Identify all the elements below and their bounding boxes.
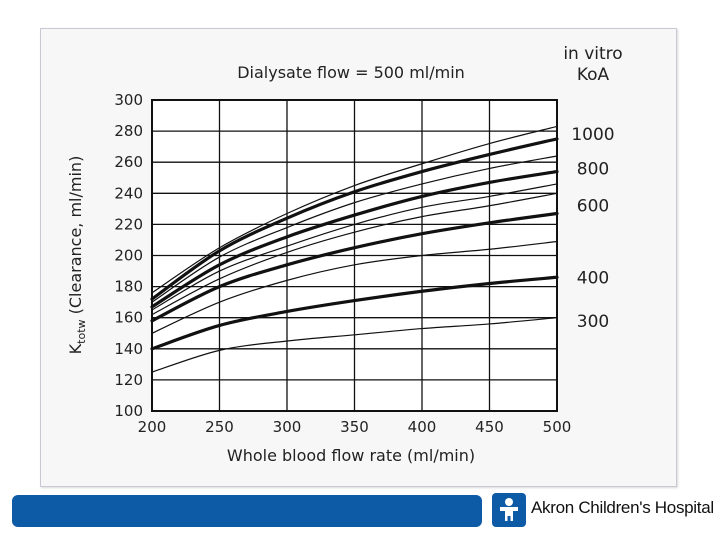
y-tick-label: 160	[114, 309, 143, 327]
clearance-chart: 200 250 300 350 400 450 500 100 120 140 160 180 200 2…	[66, 44, 623, 465]
y-tick-label: 260	[114, 153, 143, 171]
series-line-koa-600	[150, 211, 559, 323]
series-line	[151, 155, 558, 303]
legend-title-line2: KoA	[577, 65, 610, 85]
y-tick-label: 180	[114, 278, 143, 296]
y-tick-label: 140	[114, 340, 143, 358]
y-axis-title: Ktotw (Clearance, ml/min)	[66, 156, 88, 355]
y-tick-label: 200	[114, 247, 143, 265]
x-tick-label: 350	[340, 418, 369, 436]
y-tick-label: 280	[114, 122, 143, 140]
series-label-koa-1000: 1000	[571, 125, 614, 145]
x-tick-label: 500	[543, 418, 572, 436]
series-line	[151, 192, 558, 316]
x-tick-label: 300	[273, 418, 302, 436]
hospital-logo	[492, 493, 526, 527]
hospital-name: Akron Children's Hospital	[531, 498, 714, 517]
plot-border	[151, 99, 558, 412]
series-label-koa-600: 600	[577, 197, 609, 217]
y-tick-label: 240	[114, 184, 143, 202]
series-line-koa-400	[150, 275, 559, 351]
y-axis-title-subscript: totw	[75, 319, 88, 343]
x-tick-label: 200	[138, 418, 167, 436]
footer-bar	[12, 495, 482, 527]
series-label-koa-300: 300	[577, 312, 609, 332]
legend-title-line1: in vitro	[563, 44, 622, 64]
series-line-koa-1000	[150, 137, 559, 301]
child-figure-icon	[500, 498, 518, 521]
x-tick-label: 250	[205, 418, 234, 436]
x-tick-label: 450	[475, 418, 504, 436]
chart-frame: 200 250 300 350 400 450 500 100 120 140 160 180 200 2…	[40, 28, 677, 487]
series-label-koa-800: 800	[577, 159, 609, 179]
y-axis-title-rest: (Clearance, ml/min)	[66, 156, 85, 320]
series-line-koa-800	[150, 169, 559, 309]
y-tick-label: 120	[114, 371, 143, 389]
series-line-koa-300	[151, 317, 558, 373]
x-tick-label: 400	[408, 418, 437, 436]
y-tick-label: 100	[114, 402, 143, 420]
series-label-koa-400: 400	[577, 268, 609, 288]
chart-title: Dialysate flow = 500 ml/min	[237, 63, 465, 82]
y-tick-label: 220	[114, 215, 143, 233]
series-line	[151, 240, 558, 334]
x-axis-title: Whole blood flow rate (ml/min)	[227, 446, 475, 465]
y-axis-title-main: K	[66, 343, 85, 354]
series-line	[151, 125, 558, 294]
series-line	[151, 183, 558, 311]
y-tick-label: 300	[114, 91, 143, 109]
